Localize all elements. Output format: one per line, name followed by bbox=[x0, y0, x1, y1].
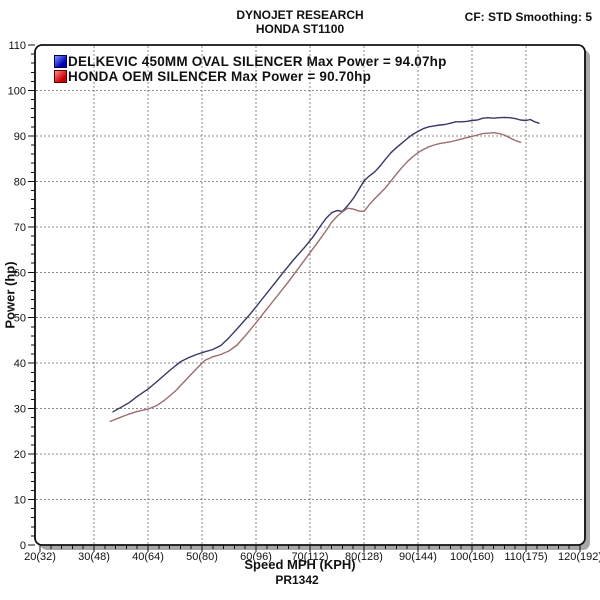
y-tick-label: 10 bbox=[14, 495, 26, 507]
x-tick-label: 70(112) bbox=[291, 551, 328, 563]
x-tick-label: 90(144) bbox=[399, 551, 437, 563]
x-tick-label: 60(96) bbox=[240, 551, 272, 563]
y-tick-label: 80 bbox=[14, 176, 26, 188]
y-tick-label: 60 bbox=[14, 267, 26, 279]
y-tick-label: 40 bbox=[14, 358, 26, 370]
header-title-line2: HONDA ST1100 bbox=[255, 22, 345, 36]
oem-power-curve bbox=[109, 131, 522, 423]
x-tick-label: 80(128) bbox=[345, 551, 383, 563]
x-tick-label: 110(175) bbox=[504, 551, 547, 563]
x-tick-label: 40(64) bbox=[132, 551, 164, 563]
legend-label-oem: HONDA OEM SILENCER Max Power = 90.70hp bbox=[68, 69, 372, 84]
correction-smoothing-info: CF: STD Smoothing: 5 bbox=[464, 10, 592, 24]
y-tick-label: 0 bbox=[20, 540, 26, 552]
y-tick-label: 100 bbox=[8, 85, 26, 97]
legend-row-delkevic: DELKEVIC 450MM OVAL SILENCER Max Power =… bbox=[54, 54, 447, 69]
chart-legend: DELKEVIC 450MM OVAL SILENCER Max Power =… bbox=[54, 54, 447, 84]
legend-label-delkevic: DELKEVIC 450MM OVAL SILENCER Max Power =… bbox=[68, 54, 447, 69]
y-tick-label: 20 bbox=[14, 449, 26, 461]
y-tick-label: 70 bbox=[14, 222, 26, 234]
delkevic-power-curve bbox=[112, 116, 540, 413]
oem-color-swatch-icon bbox=[54, 70, 67, 83]
y-tick-label: 50 bbox=[14, 313, 26, 325]
x-axis-title: Speed MPH (KPH) bbox=[244, 557, 356, 572]
header-title-line1: DYNOJET RESEARCH bbox=[236, 8, 364, 22]
y-tick-label: 90 bbox=[14, 131, 26, 143]
y-tick-label: 30 bbox=[14, 404, 26, 416]
x-tick-label: 120(192) bbox=[558, 551, 600, 563]
page-header: DYNOJET RESEARCH HONDA ST1100 bbox=[236, 8, 363, 36]
y-axis-title: Power (hp) bbox=[2, 261, 18, 329]
legend-row-oem: HONDA OEM SILENCER Max Power = 90.70hp bbox=[54, 69, 447, 84]
x-tick-label: 100(160) bbox=[450, 551, 494, 563]
x-tick-label: 50(80) bbox=[186, 551, 218, 563]
x-tick-label: 30(48) bbox=[78, 551, 110, 563]
x-tick-label: 20(32) bbox=[24, 551, 56, 563]
run-id: PR1342 bbox=[275, 573, 319, 587]
delkevic-color-swatch-icon bbox=[54, 55, 67, 68]
y-tick-label: 110 bbox=[8, 40, 26, 52]
